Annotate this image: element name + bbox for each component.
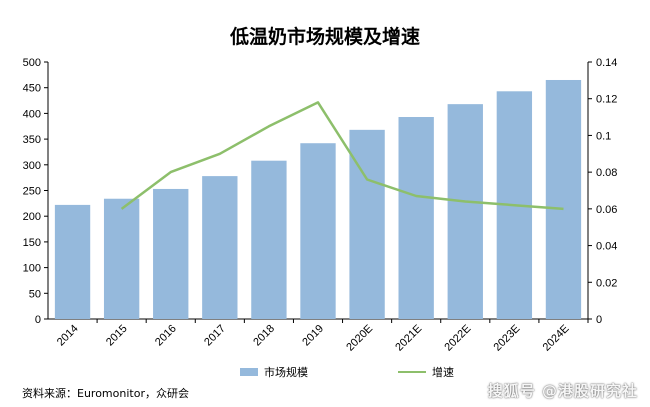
growth-line <box>120 101 564 211</box>
bar <box>447 104 483 319</box>
bar <box>300 143 336 319</box>
x-tick-label: 2018 <box>251 323 277 349</box>
x-tick-label: 2023E <box>492 323 523 354</box>
x-tick-label: 2017 <box>202 323 228 349</box>
right-tick-label: 0.02 <box>596 277 617 289</box>
left-tick-label: 250 <box>23 186 41 198</box>
left-tick-label: 400 <box>23 108 41 120</box>
bar <box>153 188 189 319</box>
left-tick-label: 50 <box>29 288 41 300</box>
right-tick-label: 0.04 <box>596 241 617 253</box>
bar <box>398 116 434 319</box>
right-tick-label: 0.1 <box>596 130 611 142</box>
right-tick-label: 0.06 <box>596 204 617 216</box>
right-axis-ticks: 0 0.02 0.04 0.06 0.08 0.1 0.12 0.14 <box>588 57 617 326</box>
x-tick-label: 2022E <box>442 323 473 354</box>
legend-swatch-bar <box>240 368 258 376</box>
x-axis-ticks: 2014 2015 2016 2017 2018 2019 2020E 2021E 2022E 2… <box>55 319 589 354</box>
legend-label-bar: 市场规模 <box>264 366 308 379</box>
left-tick-label: 0 <box>35 314 41 326</box>
left-tick-label: 150 <box>23 237 41 249</box>
x-tick-label: 2015 <box>104 323 130 349</box>
x-tick-label: 2019 <box>300 323 326 349</box>
legend-item-line: 增速 <box>398 364 454 380</box>
chart-title: 低温奶市场规模及增速 <box>229 26 420 48</box>
right-tick-label: 0.08 <box>596 167 617 179</box>
left-tick-label: 300 <box>23 160 41 172</box>
left-tick-label: 100 <box>23 263 41 275</box>
bar <box>202 176 238 319</box>
source-note: 资料来源：Euromonitor，众研会 <box>22 387 189 400</box>
left-tick-label: 500 <box>23 57 41 69</box>
line-series <box>120 101 564 211</box>
right-tick-label: 0.14 <box>596 57 617 69</box>
watermark: 搜狐号 @港股研究社 <box>487 382 638 400</box>
legend-label-line: 增速 <box>432 366 454 379</box>
bar <box>103 198 140 319</box>
x-tick-label: 2014 <box>55 323 81 349</box>
left-tick-label: 350 <box>23 134 41 146</box>
bar <box>545 79 582 320</box>
x-tick-label: 2021E <box>393 323 424 354</box>
bar <box>251 160 287 319</box>
right-tick-label: 0 <box>596 314 602 326</box>
x-tick-label: 2016 <box>153 323 179 349</box>
x-tick-label: 2024E <box>541 323 572 354</box>
bar <box>54 204 91 319</box>
left-tick-label: 450 <box>23 83 41 95</box>
left-axis-ticks: 0 50 100 150 200 250 300 350 400 450 500 <box>23 57 48 326</box>
left-tick-label: 200 <box>23 211 41 223</box>
x-tick-label: 2020E <box>344 323 375 354</box>
legend-swatch-line <box>398 371 426 373</box>
legend-item-bar: 市场规模 <box>240 364 308 380</box>
right-tick-label: 0.12 <box>596 94 617 106</box>
